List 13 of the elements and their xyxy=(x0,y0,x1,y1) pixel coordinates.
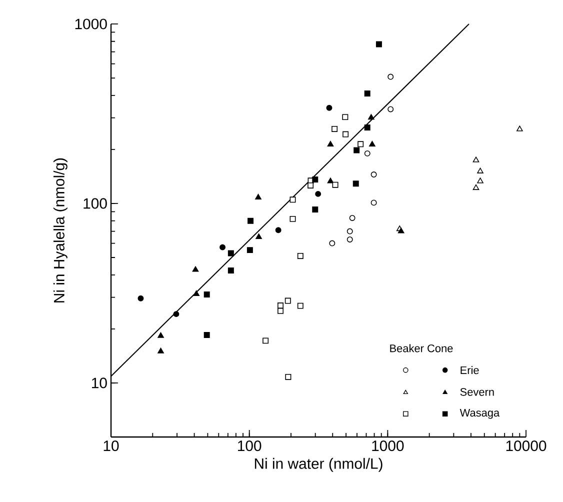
x-tick-label: 100 xyxy=(238,440,262,452)
y-tick-label: 1000 xyxy=(75,18,107,30)
legend-label: Wasaga xyxy=(460,408,500,419)
legend-label: Severn xyxy=(460,388,494,396)
x-tick-label: 10 xyxy=(104,440,119,452)
x-tick-label: 1000 xyxy=(372,440,404,452)
y-tick-label: 100 xyxy=(84,198,107,209)
x-tick-label: 10000 xyxy=(506,440,546,452)
y-axis-title: Ni in Hyalella (nmol/g) xyxy=(53,158,68,302)
x-axis-title: Ni in water (nmol/L) xyxy=(254,458,382,472)
legend-title: Beaker Cone xyxy=(390,344,453,352)
legend-label: Erie xyxy=(460,366,479,374)
y-tick-label: 10 xyxy=(92,378,107,388)
